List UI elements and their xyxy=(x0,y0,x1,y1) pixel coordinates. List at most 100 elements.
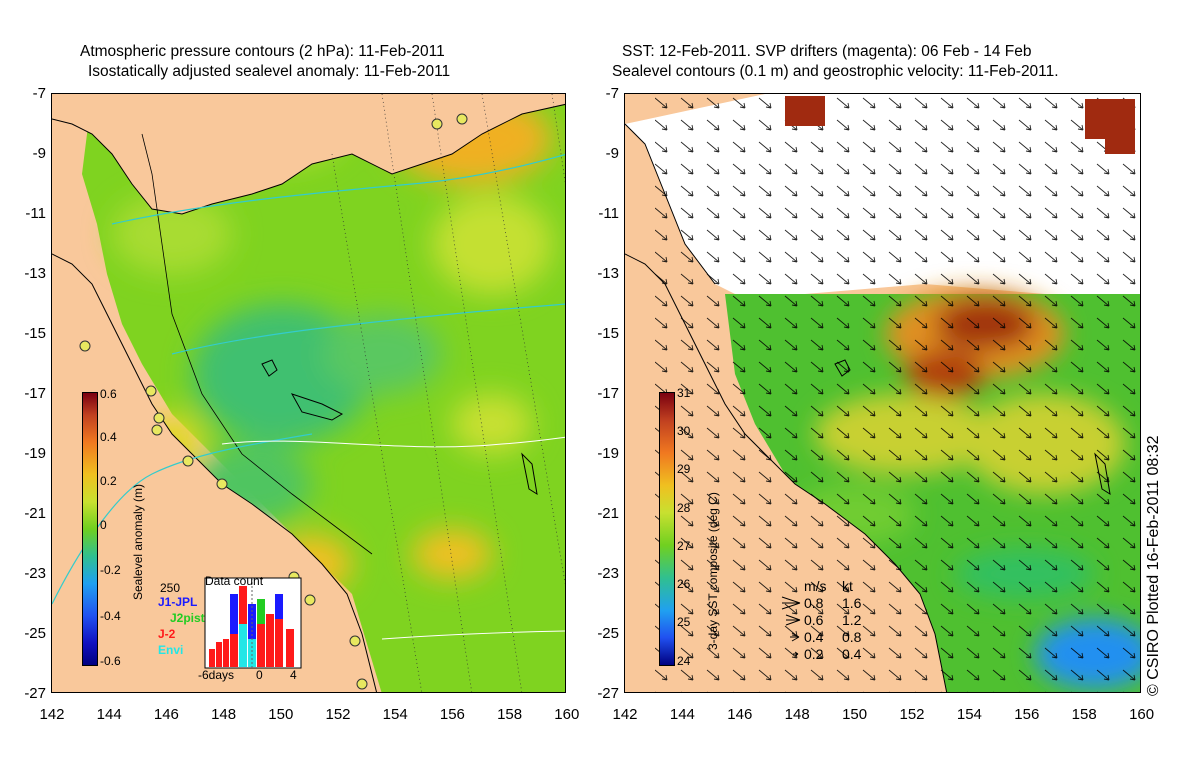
pressure-contour xyxy=(52,433,313,605)
sla-cb-tick: -0.4 xyxy=(100,609,121,623)
plot-credit: © CSIRO Plotted 16-Feb-2011 08:32 xyxy=(1145,435,1162,696)
legend-kt: 1.2 xyxy=(842,612,862,628)
data-count-inset xyxy=(204,577,302,669)
left-lat-tick: -25 xyxy=(24,625,46,642)
right-lat-tick: -25 xyxy=(597,625,619,642)
inset-max-label: 250 xyxy=(160,581,181,595)
sst-cb-tick: 24 xyxy=(677,654,691,668)
right-lon-tick: 150 xyxy=(842,706,868,723)
sst-hot-patches xyxy=(785,96,1135,154)
coastline xyxy=(625,123,716,285)
satellite-tracks xyxy=(331,94,565,692)
right-lat-tick: -21 xyxy=(597,505,619,522)
legend-kt: 0.4 xyxy=(842,646,862,662)
arrow-0.8-icon xyxy=(781,596,801,610)
sst-map xyxy=(624,93,1141,693)
sla-cb-tick: 0 xyxy=(100,518,107,532)
inset-series-j2: J-2 xyxy=(158,627,176,641)
right-lon-tick: 154 xyxy=(956,706,982,723)
right-lon-tick: 152 xyxy=(899,706,925,723)
right-lat-tick: -17 xyxy=(597,385,619,402)
left-lat-tick: -11 xyxy=(25,205,46,222)
left-lon-tick: 160 xyxy=(554,706,580,723)
right-lon-tick: 156 xyxy=(1014,706,1040,723)
right-lat-tick: -19 xyxy=(597,445,619,462)
left-title-line1: Atmospheric pressure contours (2 hPa): 1… xyxy=(80,43,445,60)
inset-series-envi: Envi xyxy=(158,643,184,657)
right-lon-tick: 142 xyxy=(612,706,638,723)
right-lat-tick: -15 xyxy=(597,325,619,342)
right-lon-tick: 158 xyxy=(1071,706,1097,723)
pressure-contour xyxy=(171,303,565,355)
islands xyxy=(834,359,1111,496)
sst-colorbar xyxy=(659,392,675,666)
sst-colorbar-label: 3-day SST composite (deg C) xyxy=(706,492,720,650)
left-lat-tick: -23 xyxy=(24,565,46,582)
right-lon-tick: 144 xyxy=(669,706,695,723)
island xyxy=(261,359,278,377)
island xyxy=(521,452,538,496)
sla-cb-tick: -0.2 xyxy=(100,563,121,577)
sla-cb-tick: 0.4 xyxy=(100,430,117,444)
left-lon-tick: 142 xyxy=(39,706,65,723)
left-lon-tick: 154 xyxy=(382,706,408,723)
legend-kt: 1.6 xyxy=(842,595,862,611)
right-lon-tick: 146 xyxy=(727,706,753,723)
right-lat-tick: -7 xyxy=(605,85,619,102)
pressure-contour xyxy=(111,153,565,225)
new-guinea-coast xyxy=(52,103,565,215)
legend-ms: 0.6 xyxy=(804,612,824,628)
sst-cb-tick: 31 xyxy=(677,386,691,400)
island xyxy=(290,393,344,421)
left-lat-tick: -21 xyxy=(24,505,46,522)
left-lat-tick: -13 xyxy=(24,265,46,282)
sst-cb-tick: 28 xyxy=(677,501,691,515)
arrow-0.4-icon xyxy=(790,632,800,642)
left-lon-tick: 152 xyxy=(325,706,351,723)
geostrophic-velocity-arrows xyxy=(655,94,1140,692)
sla-colorbar-label: Sealevel anomaly (m) xyxy=(131,483,145,600)
right-lon-tick: 160 xyxy=(1129,706,1155,723)
legend-ms: 0.2 xyxy=(804,646,824,662)
left-lon-tick: 158 xyxy=(497,706,523,723)
sla-cb-tick: 0.2 xyxy=(100,474,117,488)
coastline xyxy=(52,253,378,692)
pressure-contour-white xyxy=(221,436,565,448)
arrow-0.6-icon xyxy=(785,614,801,626)
right-lat-tick: -23 xyxy=(597,565,619,582)
bathymetry-contour xyxy=(141,133,373,555)
legend-kt: 0.8 xyxy=(842,629,862,645)
left-lon-tick: 156 xyxy=(439,706,465,723)
sla-colorbar xyxy=(82,392,98,666)
arrow-0.2-icon xyxy=(793,651,799,657)
inset-x-label: -6days xyxy=(198,668,235,682)
right-title-line1: SST: 12-Feb-2011. SVP drifters (magenta)… xyxy=(622,43,1032,60)
velocity-legend: m/s kt 0.8 1.6 0.6 1.2 0.4 0.8 0.2 0.4 xyxy=(780,578,870,666)
legend-ms: 0.4 xyxy=(804,629,824,645)
inset-series-j2pist: J2pist xyxy=(170,611,205,625)
sla-cb-tick: 0.6 xyxy=(100,387,117,401)
legend-header-kt: kt xyxy=(842,578,853,594)
pressure-contour-white xyxy=(381,630,565,640)
left-lat-tick: -17 xyxy=(24,385,46,402)
inset-title: Data count xyxy=(205,574,264,588)
legend-header-ms: m/s xyxy=(804,578,827,594)
left-lon-tick: 144 xyxy=(96,706,122,723)
sst-cb-tick: 30 xyxy=(677,424,691,438)
inset-series-j1: J1-JPL xyxy=(158,595,198,609)
right-title-line2: Sealevel contours (0.1 m) and geostrophi… xyxy=(612,63,1059,80)
left-lat-tick: -27 xyxy=(24,685,46,702)
sla-cb-tick: -0.6 xyxy=(100,654,121,668)
left-lat-tick: -19 xyxy=(24,445,46,462)
sst-cb-tick: 29 xyxy=(677,462,691,476)
left-title-line2: Isostatically adjusted sealevel anomaly:… xyxy=(88,63,451,80)
left-lat-tick: -7 xyxy=(32,85,46,102)
sealevel-anomaly-map xyxy=(51,93,566,693)
sst-cb-tick: 26 xyxy=(677,577,691,591)
right-lat-tick: -27 xyxy=(597,685,619,702)
sst-cb-tick: 25 xyxy=(677,615,691,629)
sst-map-svg xyxy=(625,94,1140,692)
inset-x-label: 0 xyxy=(256,668,263,682)
sst-cb-tick: 27 xyxy=(677,539,691,553)
left-lon-tick: 148 xyxy=(211,706,237,723)
